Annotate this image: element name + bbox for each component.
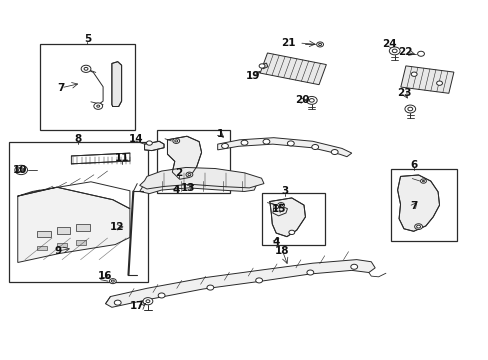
Text: 3: 3 [281,186,288,197]
Bar [390,169,456,241]
Polygon shape [217,138,351,157]
Text: 4: 4 [272,237,279,247]
Circle shape [143,298,153,305]
Polygon shape [400,66,453,93]
Polygon shape [140,167,264,189]
Circle shape [350,264,357,269]
Circle shape [330,149,337,154]
Bar [157,130,229,193]
Circle shape [84,67,88,70]
Circle shape [311,144,318,149]
Text: 11: 11 [114,153,129,163]
Text: 23: 23 [396,88,411,98]
Text: 7: 7 [409,201,417,211]
Circle shape [391,49,396,53]
Bar [57,227,70,234]
Bar [9,142,148,282]
Text: 18: 18 [275,246,289,256]
Text: 5: 5 [84,34,91,44]
Polygon shape [18,187,130,262]
Polygon shape [397,175,439,231]
Circle shape [316,42,323,47]
Circle shape [187,174,190,176]
Circle shape [259,64,264,68]
Circle shape [97,105,100,107]
Circle shape [146,141,152,145]
Text: 17: 17 [130,301,144,311]
Circle shape [410,72,416,76]
Circle shape [158,293,164,298]
Circle shape [109,279,116,284]
Polygon shape [140,176,256,194]
Bar [76,225,90,231]
Circle shape [288,230,294,234]
Polygon shape [167,136,201,179]
Circle shape [185,172,192,177]
Text: 12: 12 [109,222,124,232]
Circle shape [287,141,294,146]
Text: 4: 4 [172,185,180,195]
Text: 21: 21 [281,38,295,48]
Circle shape [81,65,91,72]
Text: 8: 8 [74,135,81,144]
Text: 7: 7 [58,83,65,93]
Polygon shape [262,63,267,69]
Circle shape [146,300,150,303]
Text: 9: 9 [55,246,61,256]
Circle shape [306,270,313,275]
Text: 22: 22 [397,46,412,57]
Circle shape [15,165,27,175]
Circle shape [318,43,321,45]
Polygon shape [105,260,374,307]
Bar [76,240,86,244]
Text: 20: 20 [294,95,308,105]
Text: 6: 6 [410,160,417,170]
Circle shape [416,225,420,228]
Circle shape [263,139,269,144]
Polygon shape [112,62,122,107]
Circle shape [206,285,213,290]
Bar [37,231,51,237]
Text: 1: 1 [216,129,224,139]
Circle shape [417,51,424,56]
Circle shape [404,105,415,113]
Circle shape [420,179,426,183]
Circle shape [388,47,399,55]
Circle shape [422,180,424,182]
Text: 15: 15 [271,204,285,214]
Polygon shape [260,53,325,85]
Text: 10: 10 [13,165,27,175]
Circle shape [111,280,114,282]
Circle shape [436,81,442,85]
Bar [40,44,135,130]
Bar [261,193,325,244]
Circle shape [407,107,412,111]
Circle shape [114,300,121,305]
Circle shape [94,103,102,109]
Text: 2: 2 [175,168,182,178]
Bar [57,243,66,247]
Polygon shape [144,141,163,150]
Text: 19: 19 [245,71,260,81]
Circle shape [221,143,228,148]
Text: 24: 24 [382,40,396,49]
Text: 14: 14 [129,134,143,144]
Bar [37,246,47,250]
Text: 16: 16 [98,271,113,281]
Circle shape [255,278,262,283]
Circle shape [172,138,179,143]
Circle shape [277,203,284,208]
Circle shape [241,140,247,145]
Polygon shape [269,198,305,237]
Circle shape [273,205,278,209]
Circle shape [18,168,24,172]
Text: 13: 13 [181,183,195,193]
Circle shape [279,204,282,206]
Circle shape [414,224,422,229]
Circle shape [174,140,177,142]
Circle shape [309,99,314,102]
Circle shape [306,96,317,104]
